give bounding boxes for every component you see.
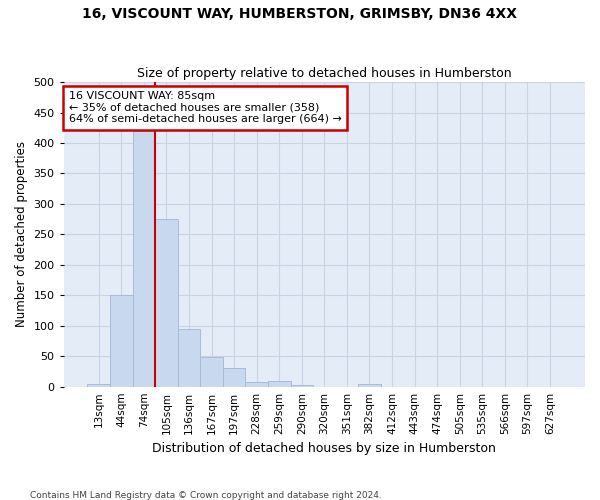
Text: Contains HM Land Registry data © Crown copyright and database right 2024.: Contains HM Land Registry data © Crown c… <box>30 490 382 500</box>
Bar <box>200 358 223 386</box>
Y-axis label: Number of detached properties: Number of detached properties <box>15 142 28 328</box>
Bar <box>155 219 178 386</box>
Bar <box>133 131 155 386</box>
Text: 16 VISCOUNT WAY: 85sqm
← 35% of detached houses are smaller (358)
64% of semi-de: 16 VISCOUNT WAY: 85sqm ← 35% of detached… <box>69 91 342 124</box>
Bar <box>178 329 200 386</box>
Bar <box>290 385 313 386</box>
Title: Size of property relative to detached houses in Humberston: Size of property relative to detached ho… <box>137 66 512 80</box>
Bar <box>223 368 245 386</box>
Bar <box>110 296 133 386</box>
Bar <box>88 384 110 386</box>
X-axis label: Distribution of detached houses by size in Humberston: Distribution of detached houses by size … <box>152 442 496 455</box>
Bar <box>245 382 268 386</box>
Bar <box>358 384 381 386</box>
Text: 16, VISCOUNT WAY, HUMBERSTON, GRIMSBY, DN36 4XX: 16, VISCOUNT WAY, HUMBERSTON, GRIMSBY, D… <box>83 8 517 22</box>
Bar <box>268 380 290 386</box>
